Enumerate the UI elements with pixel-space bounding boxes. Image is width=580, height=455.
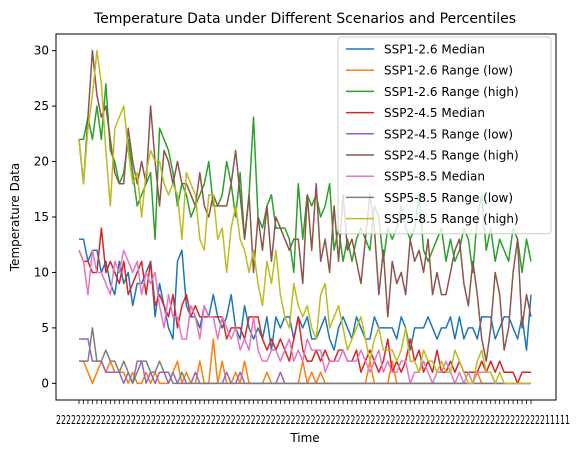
y-axis-label: Temperature Data: [8, 163, 22, 272]
legend-entry: SSP5-8.5 Range (high): [384, 212, 519, 226]
y-tick-label: 25: [34, 99, 49, 113]
y-tick-label: 0: [41, 376, 49, 390]
series-line-7: [78, 249, 531, 385]
y-tick-label: 15: [34, 210, 49, 224]
series-lines: [78, 49, 532, 385]
x-tick-labels: 2222222222222222222222222222222222222222…: [56, 413, 570, 427]
legend-entry: SSP1-2.6 Median: [384, 43, 485, 57]
series-line-4: [78, 227, 531, 385]
legend-entry: SSP2-4.5 Range (high): [384, 149, 519, 163]
y-tick-label: 20: [34, 155, 49, 169]
y-tick-label: 30: [34, 44, 49, 58]
plot-frame: [55, 33, 557, 401]
series-line-1: [79, 238, 532, 351]
y-ticks: 0 5 10 15 20 25 30: [34, 44, 56, 390]
series-line-6: [78, 49, 532, 362]
series-line-9: [78, 49, 531, 385]
chart-title: Temperature Data under Different Scenari…: [93, 11, 516, 27]
legend: SSP1-2.6 Median SSP1-2.6 Range (low) SSP1-…: [337, 36, 552, 235]
legend-entry: SSP2-4.5 Median: [384, 106, 485, 120]
legend-entry: SSP1-2.6 Range (high): [384, 85, 519, 99]
legend-entry: SSP5-8.5 Median: [384, 170, 485, 184]
y-tick-label: 5: [41, 321, 49, 335]
legend-entry: SSP5-8.5 Range (low): [384, 191, 513, 205]
y-tick-label: 10: [34, 265, 49, 279]
legend-entry: SSP2-4.5 Range (low): [384, 127, 513, 141]
legend-box: [337, 36, 552, 235]
series-line-3: [79, 83, 532, 274]
legend-entry: SSP1-2.6 Range (low): [384, 64, 513, 78]
x-axis-label: Time: [289, 431, 319, 445]
series-line-8: [79, 327, 531, 385]
x-ticks: [78, 400, 532, 404]
